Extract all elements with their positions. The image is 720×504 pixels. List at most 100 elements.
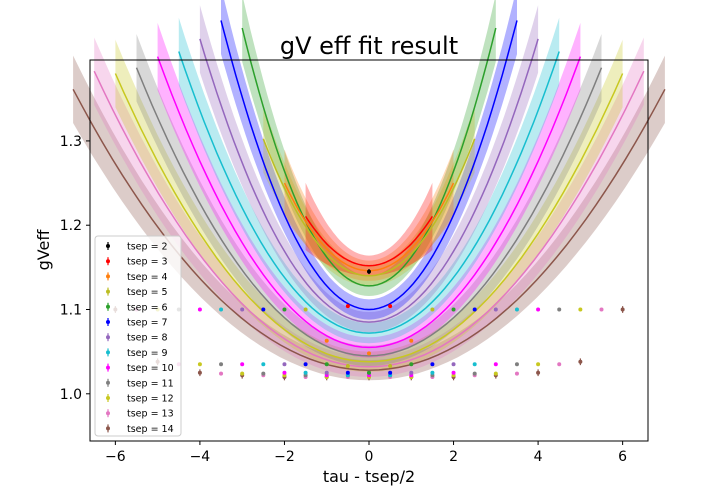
data-point bbox=[197, 307, 202, 312]
data-point bbox=[451, 370, 456, 375]
x-tick-label: −2 bbox=[274, 449, 295, 465]
data-point bbox=[345, 370, 350, 375]
x-axis: −6 −4 −2 0 2 4 6 bbox=[105, 441, 627, 465]
data-point bbox=[261, 362, 266, 367]
data-point bbox=[472, 371, 477, 376]
data-point bbox=[620, 307, 625, 312]
legend-label: tsep = 8 bbox=[127, 333, 168, 344]
fit-curves bbox=[72, 20, 666, 371]
data-point bbox=[261, 307, 266, 312]
fit-curve bbox=[114, 73, 624, 363]
legend-label: tsep = 10 bbox=[127, 363, 174, 374]
legend-marker-dot bbox=[106, 426, 110, 431]
data-point bbox=[240, 307, 245, 312]
fit-band bbox=[221, 0, 517, 320]
data-point bbox=[219, 362, 224, 367]
data-point bbox=[451, 362, 456, 367]
data-point bbox=[324, 338, 329, 343]
fit-band bbox=[305, 182, 433, 276]
legend-marker-dot bbox=[106, 304, 110, 309]
data-point bbox=[345, 304, 350, 309]
data-point bbox=[472, 307, 477, 312]
y-tick-label: 1.1 bbox=[60, 303, 82, 319]
fit-curve bbox=[220, 20, 518, 311]
data-point bbox=[472, 362, 477, 367]
data-point bbox=[514, 362, 519, 367]
legend-marker-dot bbox=[106, 350, 110, 355]
data-point bbox=[282, 370, 287, 375]
data-point bbox=[430, 362, 435, 367]
data-point bbox=[430, 370, 435, 375]
data-point bbox=[219, 307, 224, 312]
legend-marker-dot bbox=[106, 259, 110, 264]
fit-curve bbox=[262, 138, 476, 277]
data-point bbox=[557, 362, 562, 367]
y-axis-label: gVeff bbox=[34, 229, 53, 271]
x-tick-label: 4 bbox=[534, 449, 543, 465]
fit-curve bbox=[241, 27, 497, 287]
data-point bbox=[261, 371, 266, 376]
data-point bbox=[388, 370, 393, 375]
data-point bbox=[367, 269, 371, 274]
data-point bbox=[557, 307, 562, 312]
data-point bbox=[409, 338, 414, 343]
data-point bbox=[514, 371, 519, 376]
legend: tsep = 2 tsep = 3 tsep = 4 tsep = 5 tsep = 6… bbox=[94, 235, 182, 437]
legend-marker-dot bbox=[106, 335, 110, 340]
data-point bbox=[409, 362, 414, 367]
data-point bbox=[493, 307, 498, 312]
x-axis-label: tau - tsep/2 bbox=[323, 467, 415, 486]
legend-marker-dot bbox=[106, 320, 110, 324]
y-tick-label: 1.2 bbox=[60, 218, 82, 234]
x-tick-label: 6 bbox=[618, 449, 627, 465]
data-point bbox=[388, 304, 393, 309]
fit-curve bbox=[199, 38, 539, 323]
legend-label: tsep = 4 bbox=[127, 272, 168, 283]
fit-curve bbox=[178, 51, 560, 334]
data-point bbox=[367, 351, 371, 356]
fit-curve bbox=[93, 70, 645, 368]
data-point bbox=[324, 362, 329, 367]
legend-label: tsep = 14 bbox=[127, 424, 174, 435]
data-point bbox=[388, 363, 393, 368]
data-point bbox=[536, 370, 541, 375]
data-point bbox=[451, 307, 456, 312]
x-tick-label: 2 bbox=[449, 449, 458, 465]
data-point bbox=[240, 362, 245, 367]
data-point bbox=[578, 307, 583, 312]
data-point bbox=[578, 359, 583, 364]
legend-marker-dot bbox=[106, 244, 110, 248]
legend-label: tsep = 9 bbox=[127, 348, 168, 359]
legend-marker-dot bbox=[106, 380, 110, 385]
legend-label: tsep = 7 bbox=[127, 318, 168, 329]
y-tick-label: 1.3 bbox=[60, 134, 82, 150]
data-point bbox=[282, 307, 287, 312]
data-point bbox=[282, 362, 287, 367]
data-point bbox=[324, 370, 329, 375]
data-point bbox=[303, 370, 308, 375]
data-point bbox=[493, 371, 498, 376]
data-point bbox=[536, 362, 541, 367]
data-point bbox=[303, 362, 308, 367]
x-tick-label: 0 bbox=[365, 449, 374, 465]
data-point bbox=[303, 307, 308, 312]
legend-marker-dot bbox=[106, 274, 110, 279]
fit-curve bbox=[304, 215, 434, 267]
data-point bbox=[514, 307, 519, 312]
data-point bbox=[240, 371, 245, 376]
data-point bbox=[409, 370, 414, 375]
chart-title: gV eff fit result bbox=[280, 32, 458, 60]
legend-marker-dot bbox=[106, 411, 110, 416]
y-tick-label: 1.0 bbox=[60, 387, 82, 403]
legend-label: tsep = 5 bbox=[127, 287, 168, 298]
legend-label: tsep = 3 bbox=[127, 257, 168, 268]
x-tick-label: −4 bbox=[190, 449, 211, 465]
legend-marker-dot bbox=[106, 365, 110, 370]
legend-label: tsep = 6 bbox=[127, 302, 168, 313]
legend-label: tsep = 11 bbox=[127, 378, 174, 389]
legend-label: tsep = 13 bbox=[127, 409, 174, 420]
data-point bbox=[197, 370, 202, 375]
y-axis: 1.0 1.1 1.2 1.3 bbox=[60, 134, 90, 403]
data-point bbox=[430, 307, 435, 312]
